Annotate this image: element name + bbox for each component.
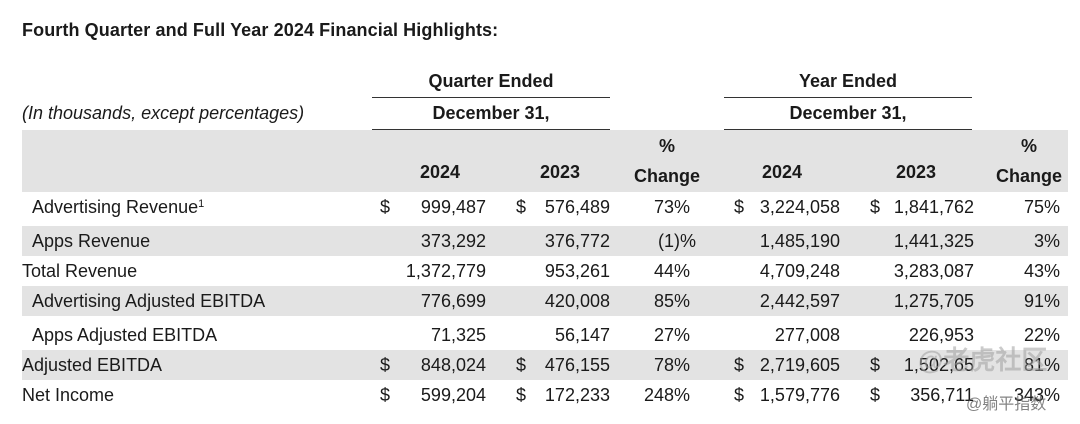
currency-sign: $	[870, 197, 881, 217]
cell-y2023: 1,841,762	[893, 197, 974, 217]
column-header-band: 2024 2023 % Change 2024 2023 % Change	[22, 130, 1068, 192]
currency-sign: $	[734, 385, 745, 405]
units-note: (In thousands, except percentages)	[22, 103, 305, 123]
table-row: Adjusted EBITDA $ 848,024 $ 476,155 78% …	[22, 350, 1068, 380]
cell-y2023: 356,711	[910, 385, 974, 405]
cell-y-change: 3%	[1033, 231, 1060, 251]
cell-q2024: 1,372,779	[405, 261, 486, 281]
cell-q2023: 420,008	[544, 291, 610, 311]
cell-q2023: 576,489	[544, 197, 610, 217]
row-label: Adjusted EBITDA	[22, 355, 163, 375]
quarter-date-rule	[372, 129, 610, 130]
year-date-header: December 31,	[789, 103, 907, 123]
cell-q2023: 56,147	[554, 325, 610, 345]
row-label: Apps Revenue	[32, 231, 151, 251]
cell-y-change: 22%	[1023, 325, 1060, 345]
currency-sign: $	[734, 197, 745, 217]
col-y2023: 2023	[895, 162, 937, 182]
cell-y-change: 343%	[1013, 385, 1060, 405]
cell-q2023: 172,233	[544, 385, 610, 405]
cell-y-change: 75%	[1023, 197, 1060, 217]
cell-q-change: 44%	[653, 261, 690, 281]
cell-y2024: 2,442,597	[759, 291, 840, 311]
col-y-change-pct: %	[1020, 136, 1037, 156]
cell-q2023: 953,261	[544, 261, 610, 281]
cell-y2023: 1,502,65	[903, 355, 974, 375]
cell-q2024: 999,487	[420, 197, 486, 217]
cell-y2023: 1,275,705	[893, 291, 974, 311]
col-q-change-pct: %	[658, 136, 675, 156]
table-row: Apps Revenue 373,292 376,772 (1)% 1,485,…	[22, 226, 1068, 256]
row-label: Net Income	[22, 385, 115, 405]
year-ended-header: Year Ended	[798, 71, 898, 91]
cell-y-change: 81%	[1023, 355, 1060, 375]
cell-q2024: 373,292	[420, 231, 486, 251]
col-y2024: 2024	[761, 162, 803, 182]
quarter-ended-rule	[372, 97, 610, 98]
col-q-change: Change	[633, 166, 700, 186]
currency-sign: $	[870, 355, 881, 375]
currency-sign: $	[516, 355, 527, 375]
year-ended-rule	[724, 97, 972, 98]
cell-q2024: 776,699	[420, 291, 486, 311]
row-label: Total Revenue	[22, 261, 138, 281]
cell-q2024: 71,325	[430, 325, 486, 345]
currency-sign: $	[734, 355, 745, 375]
col-q2024: 2024	[419, 162, 461, 182]
cell-q-change: 85%	[653, 291, 690, 311]
currency-sign: $	[380, 385, 391, 405]
cell-y2024: 277,008	[774, 325, 840, 345]
cell-y-change: 91%	[1023, 291, 1060, 311]
currency-sign: $	[380, 197, 391, 217]
row-label: Apps Adjusted EBITDA	[32, 325, 218, 345]
cell-y2023: 3,283,087	[893, 261, 974, 281]
cell-y2024: 1,485,190	[759, 231, 840, 251]
cell-q-change: 27%	[653, 325, 690, 345]
currency-sign: $	[870, 385, 881, 405]
watermark: @老虎社区	[918, 345, 1048, 375]
page-title: Fourth Quarter and Full Year 2024 Financ…	[22, 20, 499, 40]
table-row: Apps Adjusted EBITDA 71,325 56,147 27% 2…	[22, 320, 1068, 350]
currency-sign: $	[380, 355, 391, 375]
watermark-sub: @躺平指数	[966, 396, 1047, 413]
cell-q2024: 848,024	[420, 355, 486, 375]
cell-y2023: 226,953	[908, 325, 974, 345]
col-y-change: Change	[995, 166, 1062, 186]
cell-q-change: 73%	[653, 197, 690, 217]
currency-sign: $	[516, 197, 527, 217]
cell-y2024: 2,719,605	[759, 355, 840, 375]
table-row: Advertising Revenue1 $ 999,487 $ 576,489…	[22, 192, 1068, 222]
quarter-ended-header: Quarter Ended	[428, 71, 554, 91]
table-row: Net Income $ 599,204 $ 172,233 248% $ 1,…	[22, 380, 1068, 410]
cell-y2024: 4,709,248	[759, 261, 840, 281]
cell-y2024: 1,579,776	[759, 385, 840, 405]
cell-y-change: 43%	[1023, 261, 1060, 281]
row-label: Advertising Adjusted EBITDA	[32, 291, 266, 311]
cell-q2023: 476,155	[544, 355, 610, 375]
col-q2023: 2023	[539, 162, 581, 182]
table-row: Advertising Adjusted EBITDA 776,699 420,…	[22, 286, 1068, 316]
row-label: Advertising Revenue1	[32, 197, 205, 217]
cell-q2023: 376,772	[544, 231, 610, 251]
cell-y2024: 3,224,058	[759, 197, 840, 217]
table-row: Total Revenue 1,372,779 953,261 44% 4,70…	[22, 256, 1068, 286]
cell-q-change: (1)%	[657, 231, 696, 251]
year-date-rule	[724, 129, 972, 130]
cell-q-change: 248%	[643, 385, 690, 405]
cell-y2023: 1,441,325	[893, 231, 974, 251]
currency-sign: $	[516, 385, 527, 405]
quarter-date-header: December 31,	[432, 103, 550, 123]
cell-q2024: 599,204	[420, 385, 486, 405]
cell-q-change: 78%	[653, 355, 690, 375]
